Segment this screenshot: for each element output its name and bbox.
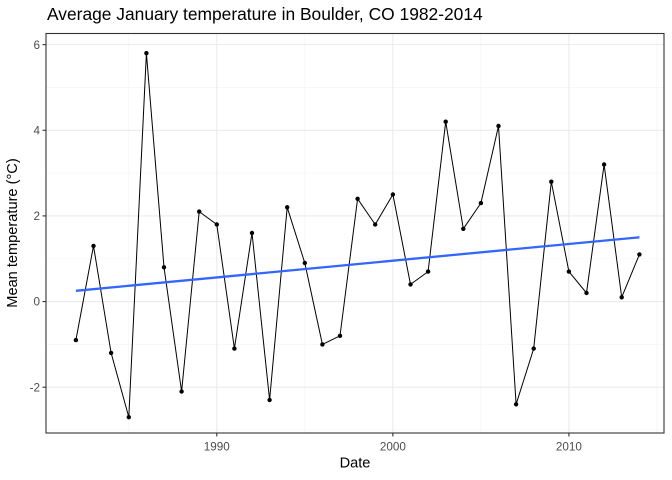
y-tick-label: 6 (33, 39, 40, 52)
data-point (73, 337, 79, 343)
data-point (390, 192, 396, 197)
y-tick-label: -2 (30, 381, 40, 394)
data-series-layer (73, 51, 642, 420)
data-point (91, 243, 96, 249)
data-point (232, 346, 237, 351)
x-tick-label: 2000 (380, 441, 407, 454)
data-point (549, 179, 554, 184)
data-point (478, 200, 484, 206)
chart-title: Average January temperature in Boulder, … (47, 4, 483, 24)
data-point (601, 162, 607, 167)
data-point (267, 397, 272, 403)
x-axis-title: Date (340, 456, 371, 472)
data-point (285, 205, 290, 210)
data-point (179, 389, 184, 394)
panel-border (45, 32, 665, 434)
data-point (144, 51, 149, 56)
data-point (214, 222, 219, 227)
data-point (408, 282, 413, 287)
data-point (425, 269, 431, 274)
trend-line-layer (75, 236, 640, 292)
data-point (443, 119, 448, 124)
data-point (531, 346, 536, 351)
axis-tick-labels: 1990 2000 2010 6 4 2 0 -2 (30, 39, 583, 454)
data-point (320, 342, 325, 347)
data-point (496, 123, 501, 129)
minor-gridlines (46, 33, 664, 433)
x-tick-label: 1990 (204, 441, 231, 454)
data-point (161, 265, 167, 270)
data-point (108, 350, 114, 356)
data-point (126, 415, 131, 420)
data-point (584, 290, 589, 296)
data-point (302, 260, 307, 266)
data-point (249, 230, 255, 236)
data-point (337, 333, 343, 338)
data-point (637, 252, 642, 257)
data-point (566, 269, 572, 274)
data-point (461, 226, 466, 231)
y-tick-label: 2 (33, 210, 40, 223)
axis-ticks (42, 44, 570, 437)
y-tick-label: 0 (33, 296, 40, 309)
data-line (75, 52, 640, 418)
x-tick-label: 2010 (556, 441, 583, 454)
data-point (197, 209, 202, 214)
data-point (513, 402, 519, 407)
major-gridlines (46, 33, 664, 433)
y-axis-title: Mean temperature (°C) (5, 158, 21, 307)
y-tick-label: 4 (33, 124, 40, 137)
data-point (373, 222, 378, 227)
data-point (619, 295, 624, 300)
trend-line (75, 236, 640, 292)
data-point (355, 196, 360, 201)
